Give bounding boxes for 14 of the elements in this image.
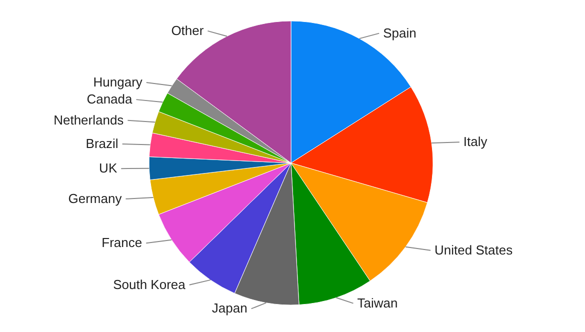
slice-label: Japan bbox=[212, 300, 248, 316]
slice-label: Brazil bbox=[86, 136, 118, 151]
slice-label: Netherlands bbox=[54, 112, 124, 128]
slice-label: Germany bbox=[68, 190, 122, 206]
slice-label: Italy bbox=[463, 134, 488, 150]
slice-label: Taiwan bbox=[357, 295, 398, 310]
slice-label: South Korea bbox=[113, 276, 186, 292]
slice-label: United States bbox=[434, 242, 514, 258]
slice-label: France bbox=[102, 235, 142, 250]
slice-label: UK bbox=[99, 160, 118, 176]
slice-label: Other bbox=[171, 22, 204, 38]
slice-label: Hungary bbox=[93, 74, 143, 90]
slice-label: Canada bbox=[86, 92, 134, 107]
slice-label: Spain bbox=[383, 25, 416, 40]
